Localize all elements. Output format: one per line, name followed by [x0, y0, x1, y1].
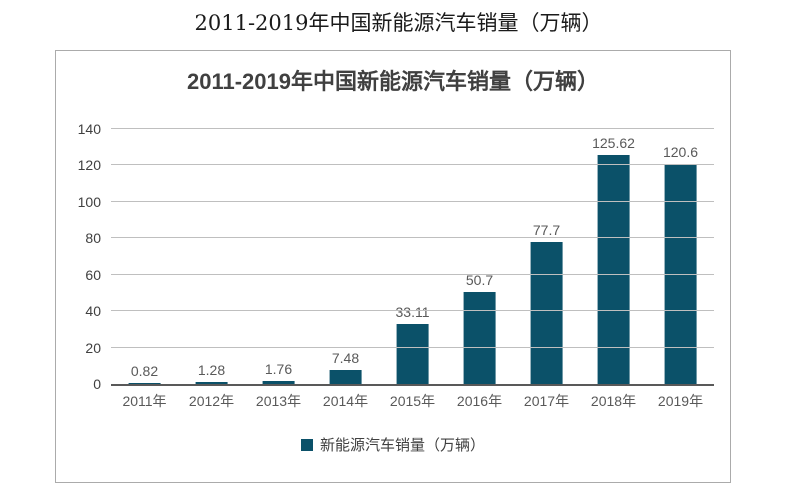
- bar-value-label-2014年: 7.48: [331, 350, 360, 367]
- x-tick-label-2015年: 2015年: [389, 393, 436, 409]
- bar-2017年: [530, 242, 563, 384]
- y-tick-label-60: 60: [85, 266, 101, 283]
- bar-slot-2011年: 0.82: [111, 129, 178, 384]
- bar-slot-2013年: 1.76: [245, 129, 312, 384]
- bar-2012年: [195, 381, 228, 384]
- chart-container: 2011-2019年中国新能源汽车销量（万辆） 0.82 1.28 1.76 7.48…: [55, 50, 731, 483]
- chart-title: 2011-2019年中国新能源汽车销量（万辆）: [187, 69, 599, 94]
- bar-value-label-2011年: 0.82: [130, 362, 159, 379]
- y-tick-label-140: 140: [77, 121, 101, 137]
- bar-2018年: [597, 155, 630, 384]
- legend-label: 新能源汽车销量（万辆）: [319, 437, 485, 454]
- x-tick-label-2012年: 2012年: [188, 393, 235, 409]
- bar-slot-2018年: 125.62: [580, 129, 647, 384]
- x-tick-label-2019年: 2019年: [657, 393, 704, 409]
- y-tick-label-100: 100: [77, 193, 101, 210]
- y-tick-label-80: 80: [85, 230, 101, 247]
- bar-slot-2015年: 33.11: [379, 129, 446, 384]
- gridline-120: [111, 164, 714, 166]
- bar-2015年: [396, 323, 429, 384]
- bar-value-label-2015年: 33.11: [395, 303, 430, 320]
- bar-2011年: [128, 382, 161, 384]
- bar-value-label-2018年: 125.62: [592, 135, 635, 152]
- y-tick-label-0: 0: [93, 376, 101, 392]
- gridline-60: [111, 273, 714, 275]
- x-tick-label-2011年: 2011年: [122, 393, 167, 409]
- plot-area: 0.82 1.28 1.76 7.48 33.11 50.7 77.7 125.62 120.6…: [78, 121, 714, 392]
- gridline-140: [111, 128, 714, 129]
- bar-value-label-2017年: 77.7: [532, 222, 561, 239]
- bar-value-label-2019年: 120.6: [662, 144, 699, 161]
- x-tick-label-2017年: 2017年: [523, 393, 570, 409]
- gridline-80: [111, 237, 714, 239]
- y-tick-label-120: 120: [77, 157, 101, 174]
- x-axis: 2011年 2012年 2013年 2014年 2015年 2016年 2017年 2018年…: [111, 391, 714, 411]
- bar-slot-2017年: 77.7: [513, 129, 580, 384]
- bar-value-label-2012年: 1.28: [197, 361, 226, 378]
- bar-slot-2012年: 1.28: [178, 129, 245, 384]
- legend: 新能源汽车销量（万辆）: [56, 434, 730, 455]
- bar-2016年: [463, 291, 496, 384]
- x-tick-label-2016年: 2016年: [456, 393, 503, 409]
- x-tick-label-2018年: 2018年: [590, 393, 637, 409]
- gridline-40: [111, 310, 714, 312]
- legend-swatch-icon: [300, 438, 313, 451]
- gridline-20: [111, 346, 714, 348]
- page-title: 2011-2019年中国新能源汽车销量（万辆）: [194, 11, 603, 35]
- y-tick-label-40: 40: [85, 303, 101, 320]
- bar-value-label-2013年: 1.76: [264, 360, 293, 377]
- bar-2014年: [329, 370, 362, 384]
- x-tick-label-2013年: 2013年: [255, 393, 302, 409]
- bar-2013年: [262, 380, 295, 384]
- gridline-100: [111, 200, 714, 202]
- bar-slot-2016年: 50.7: [446, 129, 513, 384]
- bar-slot-2014年: 7.48: [312, 129, 379, 384]
- x-tick-label-2014年: 2014年: [322, 393, 369, 409]
- y-tick-label-20: 20: [85, 339, 101, 356]
- bar-value-label-2016年: 50.7: [465, 271, 494, 288]
